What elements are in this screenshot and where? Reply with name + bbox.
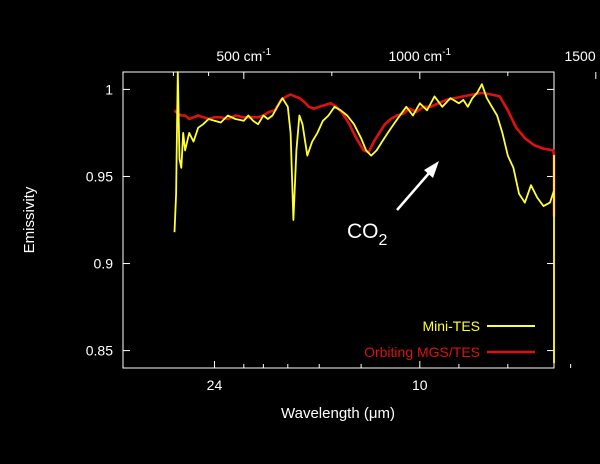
top-tick-label-text: 500 cm xyxy=(216,48,262,64)
top-tick-label-text: 1000 cm xyxy=(388,48,442,64)
y-axis-ticks: 0.85 0.9 0.95 1 xyxy=(86,81,554,359)
legend: Mini-TES Orbiting MGS/TES xyxy=(364,318,535,360)
x-axis-ticks: 61024 xyxy=(207,361,572,393)
y-axis-label: Emissivity xyxy=(21,186,38,253)
series-line-mgs-tes xyxy=(173,91,556,217)
x-tick-label: 10 xyxy=(412,377,428,393)
y-tick-label: 0.85 xyxy=(86,343,113,359)
top-tick-label-exponent: -1 xyxy=(442,47,451,58)
co2-annotation: CO2 xyxy=(347,161,439,249)
top-axis-ticks: 1500 cm-11000 cm-1500 cm-1 xyxy=(172,47,600,79)
top-tick-label-text: 1500 cm xyxy=(564,48,600,64)
x-axis-label: Wavelength (μm) xyxy=(281,405,395,422)
top-tick-label: 500 cm-1 xyxy=(216,47,271,64)
top-tick-label: 1000 cm-1 xyxy=(388,47,451,64)
annotation-arrowhead xyxy=(424,161,439,178)
annotation-arrow-line xyxy=(396,171,431,211)
top-tick-label: 1500 cm-1 xyxy=(564,47,600,64)
legend-label-mini-tes: Mini-TES xyxy=(422,318,480,334)
series-line-mini-tes xyxy=(173,71,555,364)
annotation-label: CO2 xyxy=(347,220,388,249)
y-tick-label: 0.95 xyxy=(86,168,113,184)
x-tick-label: 24 xyxy=(207,377,223,393)
y-tick-label: 0.9 xyxy=(94,256,114,272)
legend-label-mgs-tes: Orbiting MGS/TES xyxy=(364,344,480,360)
y-tick-label: 1 xyxy=(105,81,113,97)
top-tick-label-exponent: -1 xyxy=(262,47,271,58)
series-layer xyxy=(173,71,556,364)
